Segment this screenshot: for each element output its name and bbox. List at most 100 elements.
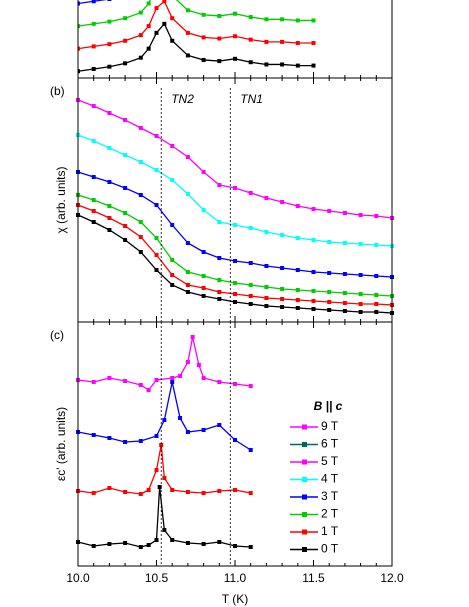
data-point xyxy=(233,438,237,442)
data-point xyxy=(217,290,222,294)
data-point xyxy=(295,236,300,240)
data-point xyxy=(248,448,253,452)
data-point xyxy=(201,542,206,546)
series-line xyxy=(77,134,393,247)
data-point xyxy=(146,1,151,6)
data-point xyxy=(327,271,332,275)
legend-label: 3 T xyxy=(321,489,339,503)
data-point xyxy=(342,211,347,215)
data-point xyxy=(162,418,167,422)
data-point xyxy=(374,274,379,278)
data-point xyxy=(138,250,143,254)
data-point xyxy=(185,360,190,364)
data-point xyxy=(170,178,175,182)
data-point xyxy=(201,274,206,278)
plot-area xyxy=(76,335,253,549)
data-point xyxy=(201,294,206,298)
data-point xyxy=(295,268,300,272)
data-point xyxy=(201,428,206,432)
series-line xyxy=(77,486,251,548)
series-line xyxy=(77,99,393,219)
data-point xyxy=(295,288,300,292)
data-point xyxy=(138,193,143,197)
data-point xyxy=(123,16,128,21)
data-point xyxy=(154,253,159,257)
panel-label: (c) xyxy=(50,328,64,342)
data-point xyxy=(342,309,347,313)
data-point xyxy=(123,541,128,545)
data-point xyxy=(154,268,159,272)
data-point xyxy=(233,281,237,285)
data-point xyxy=(233,488,237,492)
x-tick-label: 12.0 xyxy=(380,571,404,585)
data-point xyxy=(327,300,332,304)
data-point xyxy=(123,224,128,228)
data-point xyxy=(295,204,300,208)
data-point xyxy=(107,180,112,184)
data-point xyxy=(138,383,143,387)
data-point xyxy=(162,21,167,26)
data-point xyxy=(264,62,269,67)
data-point xyxy=(138,545,143,549)
data-point xyxy=(107,216,112,220)
data-point xyxy=(91,209,96,213)
data-point xyxy=(185,490,190,494)
data-point xyxy=(342,241,347,245)
data-point xyxy=(138,55,143,60)
data-point xyxy=(91,44,96,49)
data-point xyxy=(374,293,379,297)
data-point xyxy=(107,376,112,380)
data-point xyxy=(146,388,151,392)
data-point xyxy=(154,6,159,11)
data-point xyxy=(311,307,316,311)
data-point xyxy=(248,261,253,265)
data-point xyxy=(295,63,300,68)
data-point xyxy=(327,209,332,213)
data-point xyxy=(264,39,269,44)
legend-marker xyxy=(302,477,307,482)
data-point xyxy=(185,283,190,287)
data-point xyxy=(217,278,222,282)
panel-label: (b) xyxy=(50,84,65,98)
data-point xyxy=(358,213,363,217)
x-tick-label: 11.0 xyxy=(224,571,247,585)
data-point xyxy=(146,46,151,51)
data-point xyxy=(170,144,175,148)
data-point xyxy=(233,292,237,296)
data-point xyxy=(138,220,143,224)
data-point xyxy=(264,285,269,289)
data-point xyxy=(311,63,316,68)
data-point xyxy=(154,236,159,240)
data-point xyxy=(170,273,175,277)
data-point xyxy=(358,302,363,306)
data-point xyxy=(123,153,128,157)
y-axis-label: εc' (arb. units) xyxy=(54,407,68,481)
data-point xyxy=(107,436,112,440)
data-point xyxy=(107,19,112,24)
data-point xyxy=(185,430,190,434)
data-point xyxy=(327,290,332,294)
data-point xyxy=(233,34,237,39)
data-point xyxy=(295,18,300,23)
data-point xyxy=(233,382,237,386)
data-point xyxy=(248,15,253,20)
data-point xyxy=(91,21,96,26)
data-point xyxy=(311,18,316,23)
data-point xyxy=(358,242,363,246)
data-point xyxy=(78,24,80,29)
data-point xyxy=(233,259,237,263)
data-point xyxy=(107,64,112,69)
data-point xyxy=(264,264,269,268)
data-point xyxy=(154,203,159,207)
data-point xyxy=(154,468,159,472)
series-line xyxy=(78,22,314,72)
series-line xyxy=(77,194,393,297)
data-point xyxy=(327,308,332,312)
data-point xyxy=(248,545,253,549)
data-point xyxy=(185,53,190,58)
data-point xyxy=(107,542,112,546)
x-tick-label: 10.0 xyxy=(66,571,90,585)
data-point xyxy=(248,384,253,388)
data-point xyxy=(311,41,316,46)
